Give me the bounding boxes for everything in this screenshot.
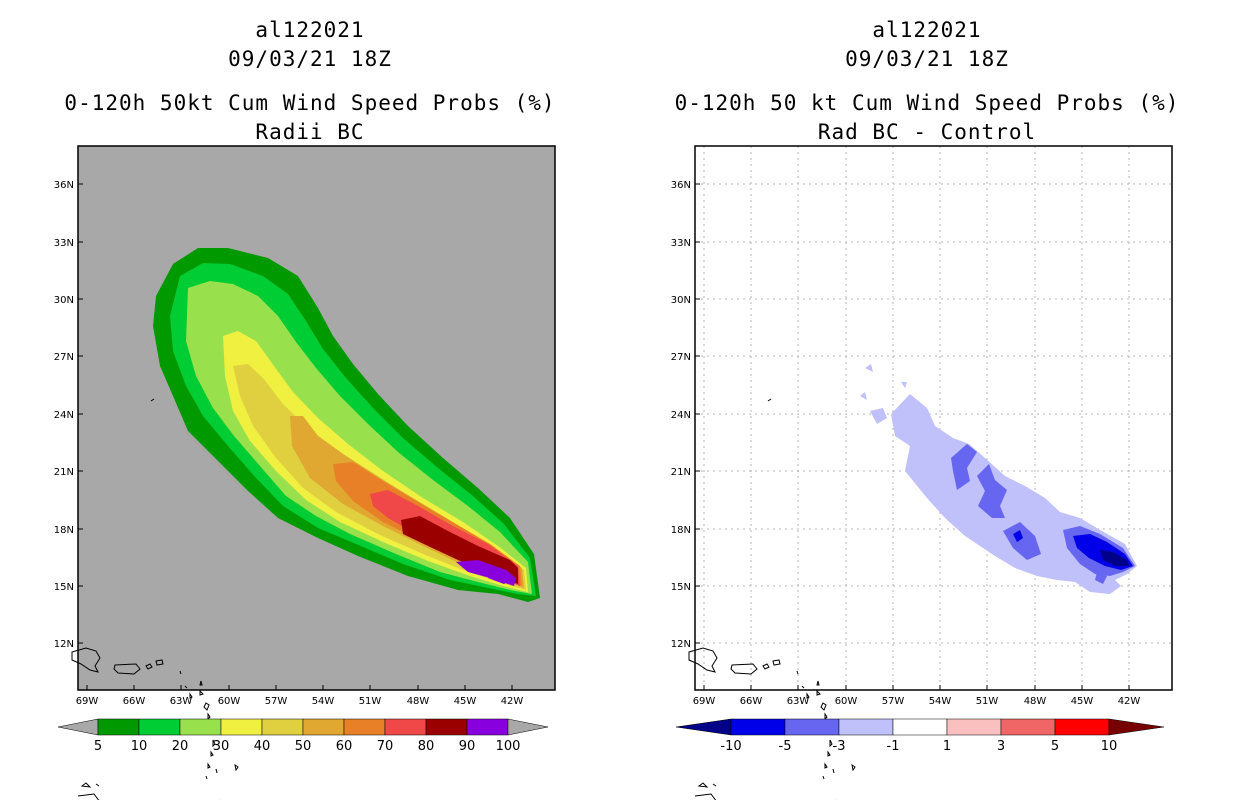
axis-labels: 69W 66W 63W 60W 57W 54W 51W 48W 45W 42W 12N 15N 18N 2… [54,180,1141,707]
right-map-frame [694,145,1173,691]
lat-label-24N: 24N [54,410,74,421]
right-colorbar-swatch [730,718,786,736]
lat-label-33N: 33N [671,238,691,249]
left-colorbar-swatch [138,718,181,736]
lat-label-21N: 21N [671,467,691,478]
right-colorbar-label: -10 [720,739,741,754]
lon-label-48W: 48W [407,696,430,707]
lat-label-27N: 27N [671,352,691,363]
left-colorbar-swatch [97,718,140,736]
left-colorbar-label: 10 [131,739,148,754]
lon-label-63W: 63W [787,696,810,707]
lat-label-33N: 33N [54,238,74,249]
lon-label-69W: 69W [76,696,99,707]
lat-label-24N: 24N [671,410,691,421]
lat-label-21N: 21N [54,467,74,478]
left-colorbar-label: 90 [459,739,476,754]
right-colorbar-label: -1 [887,739,900,754]
left-colorbar-low-arrow [57,718,99,736]
left-colorbar-label: 20 [172,739,189,754]
lat-label-18N: 18N [671,525,691,536]
right-colorbar-low-arrow [675,718,732,736]
lon-label-45W: 45W [454,696,477,707]
right-difference-contours [860,364,1137,594]
left-map-frame [77,145,556,691]
left-title-product: 0-120h 50kt Cum Wind Speed Probs (%) [64,91,556,115]
left-title-subtitle: Radii BC [255,120,365,144]
right-colorbar-label: -3 [833,739,846,754]
left-colorbar-label: 100 [496,739,521,754]
right-title-storm: al122021 [872,18,982,42]
left-colorbar-swatch [343,718,386,736]
lon-label-63W: 63W [170,696,193,707]
lon-label-66W: 66W [123,696,146,707]
lat-label-36N: 36N [54,180,74,191]
left-map-panel [71,145,556,800]
left-colorbar-label: 30 [213,739,230,754]
lat-label-15N: 15N [671,582,691,593]
right-colorbar-label: 3 [997,739,1005,754]
right-colorbar-swatch [892,718,948,736]
right-title-product: 0-120h 50 kt Cum Wind Speed Probs (%) [674,91,1180,115]
right-colorbar-high-arrow [1108,718,1165,736]
right-colorbar-label: -5 [779,739,792,754]
lon-label-57W: 57W [882,696,905,707]
left-colorbar-swatch [220,718,263,736]
lat-label-12N: 12N [671,639,691,650]
left-colorbar-label: 80 [418,739,435,754]
right-colorbar-label: 5 [1051,739,1059,754]
left-title-date: 09/03/21 18Z [228,47,392,71]
right-colorbar-swatch [1000,718,1056,736]
lon-label-60W: 60W [218,696,241,707]
lon-label-42W: 42W [1118,696,1141,707]
lon-label-60W: 60W [835,696,858,707]
lon-label-42W: 42W [501,696,524,707]
lat-label-30N: 30N [54,295,74,306]
left-colorbar-swatch [261,718,304,736]
right-colorbar-swatch [1054,718,1110,736]
lat-label-27N: 27N [54,352,74,363]
lon-label-69W: 69W [693,696,716,707]
left-colorbar-swatch [179,718,222,736]
right-colorbar-swatch [946,718,1002,736]
left-colorbar-label: 70 [377,739,394,754]
left-colorbar-label: 40 [254,739,271,754]
left-colorbar-label: 60 [336,739,353,754]
left-colorbar-label: 50 [295,739,312,754]
right-map-panel [688,145,1173,800]
left-colorbar-high-arrow [507,718,549,736]
left-colorbar-swatch [466,718,509,736]
lon-label-45W: 45W [1071,696,1094,707]
right-map-background [695,146,1172,690]
right-colorbar-label: 1 [943,739,951,754]
left-colorbar-label: 5 [94,739,102,754]
lat-label-15N: 15N [54,582,74,593]
right-colorbar-swatch [838,718,894,736]
left-colorbar-swatch [302,718,345,736]
lat-label-30N: 30N [671,295,691,306]
lat-label-12N: 12N [54,639,74,650]
lon-label-51W: 51W [976,696,999,707]
lon-label-48W: 48W [1024,696,1047,707]
lat-label-18N: 18N [54,525,74,536]
lon-label-51W: 51W [359,696,382,707]
left-title-storm: al122021 [255,18,365,42]
left-probability-contours [153,248,540,602]
left-colorbar-swatch [384,718,427,736]
right-title-date: 09/03/21 18Z [845,47,1009,71]
lon-label-66W: 66W [740,696,763,707]
left-colorbar-swatch [425,718,468,736]
lon-label-54W: 54W [929,696,952,707]
right-colorbar-swatch [784,718,840,736]
right-title-subtitle: Rad BC - Control [817,120,1037,144]
colorbars: 5 10 20 30 40 50 60 70 80 90 100 -10 -5 -3 -1 1 3 5 10 [57,718,1165,754]
lon-label-57W: 57W [265,696,288,707]
lon-label-54W: 54W [312,696,335,707]
lat-label-36N: 36N [671,180,691,191]
right-colorbar-label: 10 [1101,739,1118,754]
